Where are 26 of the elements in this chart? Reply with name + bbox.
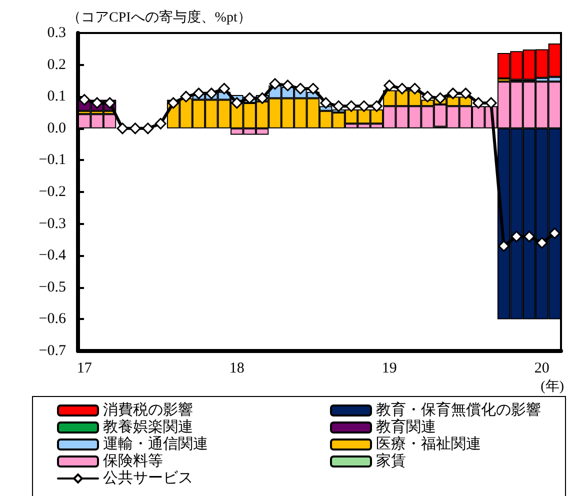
y-tick-label: 0.1	[47, 88, 66, 105]
legend-label: 教育・保育無償化の影響	[376, 402, 541, 418]
x-tick-label: 20	[534, 360, 550, 376]
y-tick-label: 0.3	[47, 25, 66, 41]
y-tick-label: −0.6	[38, 311, 66, 328]
y-tick-label: −0.7	[38, 343, 66, 359]
legend-label: 消費税の影響	[103, 402, 193, 418]
legend-label: 家賃	[376, 452, 406, 470]
y-tick-label: −0.2	[38, 184, 66, 200]
y-tick-label: −0.1	[38, 152, 66, 168]
y-tick-label: 0.2	[47, 56, 66, 73]
x-tick-label: 17	[76, 360, 92, 376]
x-tick-label: 18	[229, 360, 244, 376]
legend-label: 運輸・通信関連	[103, 436, 208, 452]
y-tick-label: −0.3	[38, 216, 66, 232]
y-tick-label: 0.0	[47, 120, 66, 136]
x-axis-title: (年)	[540, 378, 564, 394]
y-axis-title: （コアCPIへの寄与度、%pt）	[67, 10, 252, 26]
y-tick-label: −0.5	[38, 279, 66, 296]
y-tick-label: −0.4	[38, 248, 66, 264]
x-tick-label: 19	[382, 360, 397, 376]
legend-label: 医療・福祉関連	[376, 436, 481, 452]
legend-label: 保険料等	[103, 452, 163, 470]
legend-label: 教養娯楽関連	[103, 418, 193, 436]
legend-label: 公共サービス	[103, 470, 193, 486]
legend-label: 教育関連	[376, 418, 436, 436]
